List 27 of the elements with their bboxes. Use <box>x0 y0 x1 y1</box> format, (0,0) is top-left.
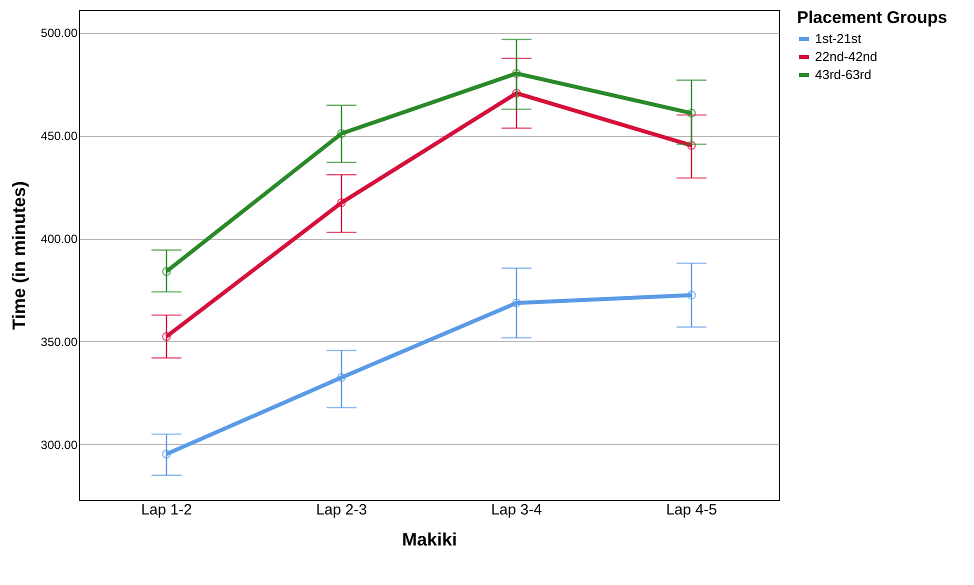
x-tick-label: Lap 2-3 <box>316 502 367 518</box>
y-tick-label: 350.00 <box>40 334 78 349</box>
x-axis-title: Makiki <box>402 530 458 550</box>
y-tick-label: 400.00 <box>40 232 78 246</box>
legend-title: Placement Groups <box>797 8 948 27</box>
point <box>162 332 171 341</box>
legend-label: 22nd-42nd <box>815 49 878 64</box>
point <box>162 267 171 276</box>
point <box>337 198 346 208</box>
legend-label: 43rd-63rd <box>815 67 872 82</box>
y-tick-label: 450.00 <box>40 129 78 144</box>
y-tick-label: 500.00 <box>40 26 78 40</box>
point <box>337 129 346 138</box>
point <box>687 290 696 300</box>
point <box>337 373 346 382</box>
point <box>162 450 171 459</box>
point <box>512 88 521 98</box>
y-axis-title: Time (in minutes) <box>8 181 29 330</box>
x-tick-label: Lap 4-5 <box>666 502 717 518</box>
point <box>687 141 696 150</box>
point <box>512 298 521 308</box>
point <box>512 68 521 78</box>
point <box>687 108 696 118</box>
x-tick-label: Lap 1-2 <box>141 502 192 518</box>
legend-label: 1st-21st <box>815 31 862 46</box>
x-tick-label: Lap 3-4 <box>491 502 542 518</box>
y-tick-label: 300.00 <box>40 438 78 452</box>
